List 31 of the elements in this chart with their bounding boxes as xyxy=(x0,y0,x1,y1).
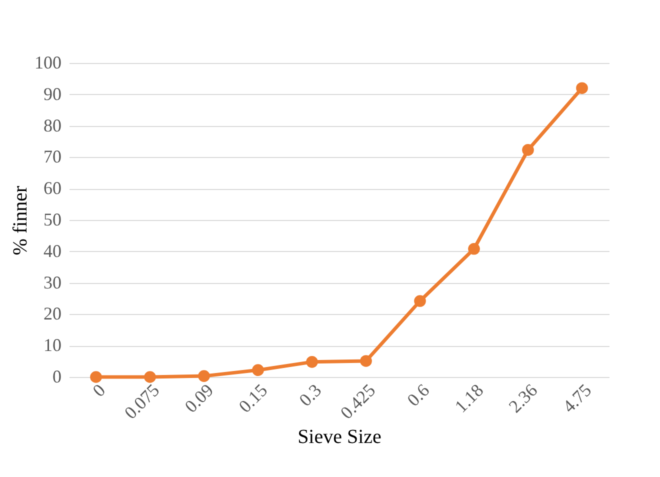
x-tick-label: 0.3 xyxy=(295,380,326,410)
x-tick-label: 0 xyxy=(88,380,110,401)
y-tick-label: 70 xyxy=(44,146,62,167)
y-tick-label: 90 xyxy=(44,84,62,104)
x-tick-label: 1.18 xyxy=(450,380,488,416)
y-tick-label: 60 xyxy=(44,178,62,198)
x-tick-label: 0.09 xyxy=(180,380,218,416)
y-tick-label: 50 xyxy=(44,210,62,230)
y-tick-label: 40 xyxy=(44,240,62,261)
point xyxy=(306,356,318,368)
x-tick-label: 2.36 xyxy=(504,380,542,416)
y-tick-label: 100 xyxy=(34,52,62,72)
y-tick-label: 80 xyxy=(44,115,62,136)
y-tick-label: 10 xyxy=(44,335,62,356)
point xyxy=(198,370,210,382)
point xyxy=(144,371,156,383)
y-axis-title: % finner xyxy=(10,185,32,256)
point xyxy=(360,355,372,367)
y-tick-label: 0 xyxy=(52,366,62,386)
point xyxy=(252,364,264,376)
x-tick-label: 4.75 xyxy=(558,380,596,416)
y-tick-label: 30 xyxy=(44,272,62,292)
point xyxy=(90,371,102,383)
point xyxy=(414,295,426,307)
x-tick-label: 0.6 xyxy=(403,380,434,410)
x-tick-label: 0.15 xyxy=(234,380,272,416)
x-axis-title: Sieve Size xyxy=(298,426,382,448)
point xyxy=(468,242,480,255)
point xyxy=(576,82,588,94)
point xyxy=(522,144,534,156)
y-tick-label: 20 xyxy=(44,304,62,324)
